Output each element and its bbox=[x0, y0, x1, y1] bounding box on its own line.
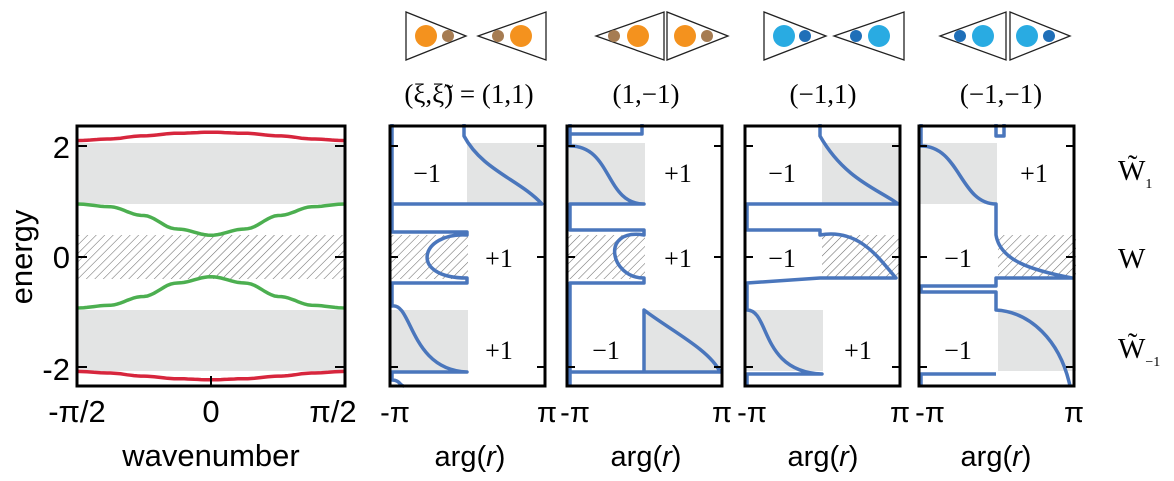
winding-label: +1 bbox=[844, 336, 872, 365]
x-tick-label: π bbox=[890, 397, 910, 429]
row-label-middle: W bbox=[1118, 243, 1146, 275]
band-structure-panel: 2 0 -2 -π/2 0 π/2 wavenumber energy bbox=[4, 124, 357, 473]
panel-title: (−1,−1) bbox=[960, 79, 1042, 109]
phase-curve bbox=[745, 124, 900, 386]
tick-marks bbox=[745, 145, 900, 368]
phase-panel-3: (−1,1) −1 −1 +1 -π π arg(r) bbox=[737, 11, 910, 473]
phase-panels: (ξ,ξ̃) = (1,1) −1 +1 +1 -π π arg(r) bbox=[380, 11, 1084, 473]
panel-title: (−1,1) bbox=[790, 79, 857, 109]
panel-title: (1,−1) bbox=[613, 79, 680, 109]
darkblue-circle-icon bbox=[954, 30, 966, 42]
orange-circle-icon bbox=[674, 25, 696, 47]
y-tick-label: 2 bbox=[53, 130, 70, 165]
x-tick-label: π bbox=[537, 397, 557, 429]
gap-middle-hatch bbox=[567, 235, 645, 279]
winding-label: +1 bbox=[664, 159, 692, 188]
phase-panel-4: (−1,−1) +1 −1 −1 -π π arg(r) bbox=[915, 11, 1084, 473]
darkblue-circle-icon bbox=[799, 30, 811, 42]
winding-label: +1 bbox=[664, 244, 692, 273]
orange-circle-icon bbox=[415, 25, 437, 47]
panel-title: (ξ,ξ̃) = (1,1) bbox=[404, 79, 533, 109]
brown-circle-icon bbox=[492, 30, 504, 42]
x-tick-label: π bbox=[1064, 397, 1084, 429]
x-tick-label: π bbox=[712, 397, 732, 429]
y-tick-label: 0 bbox=[53, 240, 70, 275]
winding-label: +1 bbox=[1020, 159, 1048, 188]
green-band-line bbox=[77, 202, 345, 237]
x-tick-label: -π bbox=[737, 397, 767, 429]
triangle-left-icon bbox=[1009, 11, 1072, 61]
gap-lower-shade bbox=[390, 310, 468, 371]
red-band-line bbox=[77, 130, 345, 143]
icon-pair-2 bbox=[594, 11, 730, 61]
phase-panel-2: (1,−1) +1 +1 −1 -π π arg(r) bbox=[560, 11, 732, 473]
tick-marks bbox=[567, 145, 722, 368]
x-tick-label: -π/2 bbox=[48, 394, 106, 429]
row-labels: W̃1 W W̃−1 bbox=[1118, 155, 1160, 370]
winding-label: +1 bbox=[485, 336, 513, 365]
row-label-lower: W̃−1 bbox=[1118, 333, 1160, 370]
x-axis-label: wavenumber bbox=[121, 438, 299, 473]
darkblue-circle-icon bbox=[850, 30, 862, 42]
x-tick-label: -π bbox=[380, 397, 410, 429]
x-axis-label: arg(r) bbox=[788, 441, 859, 473]
x-axis-label: arg(r) bbox=[611, 441, 682, 473]
icon-pair-3 bbox=[763, 11, 905, 61]
x-axis-label: arg(r) bbox=[435, 441, 506, 473]
lightblue-circle-icon bbox=[972, 25, 994, 47]
green-band-line bbox=[77, 275, 345, 310]
orange-circle-icon bbox=[510, 25, 532, 47]
gap-middle-hatch bbox=[390, 235, 468, 279]
y-ticks bbox=[77, 145, 345, 368]
y-axis-label: energy bbox=[4, 209, 39, 304]
gap-lower-shade bbox=[998, 310, 1076, 371]
darkblue-circle-icon bbox=[1043, 30, 1055, 42]
lightblue-circle-icon bbox=[773, 25, 795, 47]
orange-circle-icon bbox=[627, 25, 649, 47]
x-tick-label: π/2 bbox=[309, 394, 356, 429]
winding-label: −1 bbox=[944, 336, 972, 365]
brown-circle-icon bbox=[608, 30, 620, 42]
winding-label: −1 bbox=[592, 336, 620, 365]
lightblue-circle-icon bbox=[1016, 25, 1038, 47]
triangle-left-icon bbox=[666, 11, 730, 61]
icon-pair-1 bbox=[405, 11, 547, 61]
x-axis-label: arg(r) bbox=[961, 441, 1032, 473]
x-tick-label: -π bbox=[560, 397, 590, 429]
brown-circle-icon bbox=[442, 30, 454, 42]
winding-label: −1 bbox=[768, 159, 796, 188]
x-tick-label: 0 bbox=[202, 394, 219, 429]
tick-marks bbox=[390, 145, 545, 368]
icon-pair-4 bbox=[938, 11, 1072, 61]
brown-circle-icon bbox=[701, 30, 713, 42]
lightblue-circle-icon bbox=[868, 25, 890, 47]
winding-label: +1 bbox=[485, 244, 513, 273]
y-tick-label: -2 bbox=[42, 352, 70, 387]
winding-label: −1 bbox=[944, 244, 972, 273]
x-tick-label: -π bbox=[915, 397, 945, 429]
phase-curve bbox=[919, 124, 1074, 387]
gap-upper-shade bbox=[77, 143, 345, 204]
gap-lower-shade bbox=[77, 310, 345, 371]
row-label-upper: W̃1 bbox=[1118, 155, 1152, 192]
gap-middle-hatch bbox=[77, 235, 345, 279]
winding-label: −1 bbox=[413, 159, 441, 188]
phase-panel-1: (ξ,ξ̃) = (1,1) −1 +1 +1 -π π arg(r) bbox=[380, 11, 557, 473]
tick-marks bbox=[919, 145, 1074, 368]
winding-label: −1 bbox=[768, 244, 796, 273]
gap-upper-shade bbox=[822, 143, 900, 204]
